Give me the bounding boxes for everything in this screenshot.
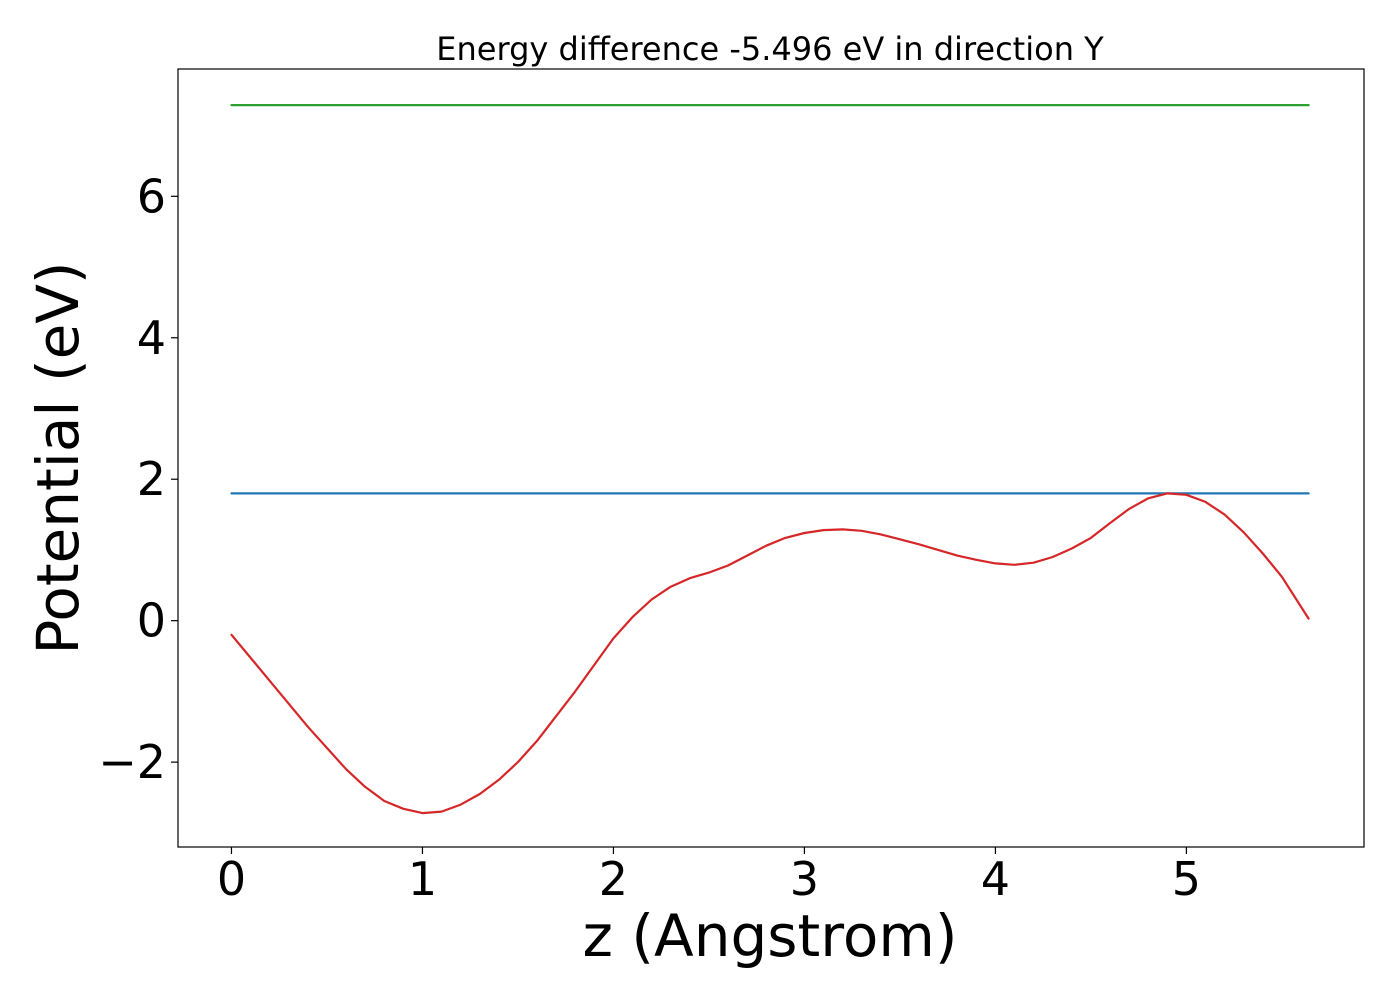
series-line-3 bbox=[230, 492, 1310, 815]
chart-title: Energy difference -5.496 eV in direction… bbox=[436, 30, 1104, 68]
y-tick-label: 6 bbox=[137, 169, 166, 223]
x-tick-label: 0 bbox=[217, 852, 246, 906]
y-axis-ticks: −2 0 2 4 6 bbox=[98, 169, 178, 789]
x-tick-label: 5 bbox=[1172, 852, 1201, 906]
x-tick-label: 3 bbox=[790, 852, 819, 906]
y-tick-label: −2 bbox=[98, 735, 166, 789]
y-tick-label: 0 bbox=[137, 594, 166, 648]
x-axis-ticks: 0 1 2 3 4 5 bbox=[217, 847, 1201, 906]
y-tick-label: 4 bbox=[137, 311, 166, 365]
y-axis-label: Potential (eV) bbox=[24, 261, 92, 654]
x-tick-label: 1 bbox=[408, 852, 437, 906]
x-axis-label: z (Angstrom) bbox=[583, 902, 958, 970]
y-tick-label: 2 bbox=[137, 452, 166, 506]
x-tick-label: 2 bbox=[599, 852, 628, 906]
x-tick-label: 4 bbox=[981, 852, 1010, 906]
series-layer bbox=[230, 103, 1310, 815]
plot-frame bbox=[177, 68, 1365, 848]
